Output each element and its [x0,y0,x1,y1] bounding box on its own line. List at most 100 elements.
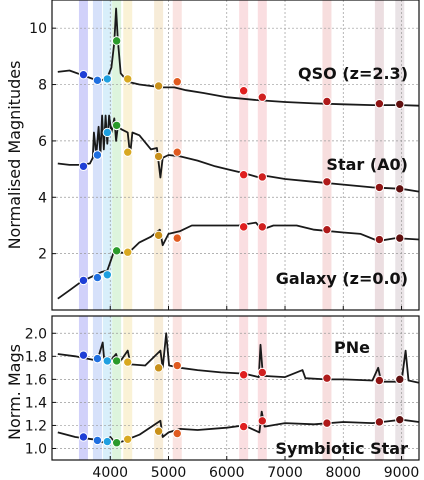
photometry-point [123,357,133,367]
photometry-point [238,222,249,232]
photometry-point [78,432,89,442]
photometry-point [78,275,89,286]
photometry-point [172,360,182,371]
photometry-point [374,99,385,109]
photometry-point [92,150,103,160]
axes-frame [51,0,420,311]
filter-band [239,0,249,310]
photometry-point [123,147,133,157]
photometry-point [153,230,164,241]
filter-band [92,316,102,460]
filter-band [102,316,112,460]
photometry-point [257,92,267,102]
photometry-point [374,182,385,193]
photometry-point [257,416,267,426]
photometry-point [238,370,249,380]
photometry-point [153,81,164,91]
photometry-point [111,246,122,256]
y-tick-label: 8 [38,78,47,94]
photometry-point [123,74,133,84]
filter-band [374,0,384,310]
photometry-point [111,438,122,448]
photometry-point [102,74,113,84]
photometry-point [395,233,405,243]
photometry-point [92,353,103,364]
x-tick-label: 4000 [92,465,128,480]
photometry-point [322,224,332,235]
photometry-point [102,356,113,366]
y-tick-label: 1.2 [25,418,47,434]
photometry-point [172,147,182,157]
photometry-point [322,177,332,187]
photometry-point [111,36,122,46]
filter-band [239,316,249,460]
filter-band [123,316,133,460]
filter-band [78,0,88,310]
filter-band [112,316,122,460]
filter-band [322,316,332,460]
filter-band [78,316,88,460]
photometry-point [322,418,332,428]
filter-band [395,316,405,460]
filter-band [257,316,267,460]
series-label: Star (A0) [326,155,408,174]
filter-band [322,0,332,310]
photometry-point [172,428,182,439]
x-tick-label: 6000 [209,465,245,480]
series-label: Galaxy (z=0.0) [276,269,408,288]
photometry-point [395,414,405,425]
photometry-point [111,120,122,131]
axes-frame [51,315,420,461]
top-panel: QSO (z=2.3) Star (A0) Galaxy (z=0.0) 2 4 6 8 10… [5,0,420,311]
x-tick-label: 9000 [384,465,420,480]
series-label: PNe [334,338,370,357]
photometry-point [102,270,113,280]
filter-band [112,0,122,310]
photometry-point [374,234,385,245]
filter-band [395,0,405,310]
x-tick-label: 8000 [325,465,361,480]
y-tick-label: 4 [38,190,47,206]
photometry-point [238,86,249,96]
photometry-point [123,434,133,444]
photometry-point [92,272,103,283]
photometry-point [257,367,267,378]
photometry-point [123,247,133,257]
y-tick-label: 1.0 [25,441,47,457]
photometry-point [395,99,405,109]
photometry-point [78,350,89,360]
photometry-point [153,426,164,436]
filter-band [374,316,384,460]
y-axis-title: Norm. Mags [5,344,24,440]
y-tick-label: 2 [38,247,47,263]
y-axis-title: Normalised Magnitudes [5,61,24,250]
photometry-point [374,375,385,386]
photometry-point [102,127,113,138]
series-label: Symbiotic Star [275,439,408,458]
y-tick-label: 1.6 [25,372,47,388]
y-tick-label: 2.0 [25,326,47,342]
photometry-point [78,161,89,171]
y-tick-label: 1.8 [25,349,47,365]
bottom-panel: PNe Symbiotic Star 1.0 1.2 1.4 1.6 1.8 2.0Norm.… [5,315,420,480]
x-tick-label: 5000 [151,465,187,480]
photometry-point [78,69,89,80]
photometry-point [238,170,249,180]
photometry-point [92,75,103,86]
filter-band [257,0,267,310]
filter-band [154,316,164,460]
photometry-point [102,436,113,447]
photometry-point [153,151,164,162]
photometry-point [111,356,122,366]
x-tick-label: 7000 [267,465,303,480]
photometry-point [172,233,182,243]
photometry-point [322,373,332,383]
photometry-point [172,77,182,87]
y-tick-label: 1.4 [25,395,47,411]
filter-band [102,0,112,310]
photometry-point [395,374,405,385]
photometry-point [153,363,164,373]
photometry-point [257,222,267,232]
